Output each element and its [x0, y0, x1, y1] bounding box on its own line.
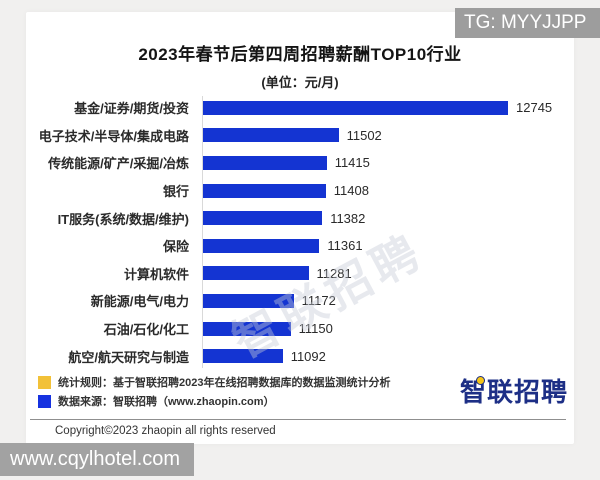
bar — [202, 211, 323, 226]
bar — [202, 321, 291, 336]
bar-category-label: 计算机软件 — [123, 266, 189, 282]
bar-value-label: 11281 — [316, 265, 352, 281]
chart-row: 石油/石化/化工 11150 — [30, 315, 560, 343]
chart-unit-subtitle: (单位：元/月) — [261, 75, 339, 90]
copyright-text: Copyright©2023 zhaopin all rights reserv… — [55, 425, 276, 437]
yellow-square-icon — [38, 375, 51, 389]
chart-row: 计算机软件 11281 — [30, 260, 560, 288]
chart-row: 航空/航天研究与制造 11092 — [30, 342, 560, 370]
chart-row: 基金/证券/期货/投资 12745 — [30, 94, 560, 122]
bar-category-label: 基金/证券/期货/投资 — [74, 101, 189, 117]
bar — [202, 128, 339, 143]
bar-value-label: 11172 — [301, 293, 336, 309]
bar-category-label: 银行 — [162, 184, 189, 200]
bar — [202, 183, 326, 198]
chart-row: 银行 11408 — [30, 177, 560, 205]
footnote-data-source: 数据来源：智联招聘（www.zhaopin.com） — [38, 394, 390, 408]
chart-row: IT服务(系统/数据/维护) 11382 — [30, 204, 560, 232]
bar — [202, 100, 508, 115]
bar-value-label: 11415 — [334, 155, 370, 171]
bar — [202, 155, 327, 170]
logo-yellow-dot-icon — [476, 376, 485, 385]
bar-category-label: IT服务(系统/数据/维护) — [57, 211, 189, 227]
page-title: 2023年春节后第四周招聘薪酬TOP10行业 — [138, 45, 462, 64]
bar-value-label: 11150 — [298, 321, 333, 337]
bar-value-label: 12745 — [516, 100, 553, 116]
bar — [202, 266, 309, 281]
bar-category-label: 石油/石化/化工 — [103, 322, 189, 338]
chart-card — [26, 12, 574, 444]
chart-row: 电子技术/半导体/集成电路 11502 — [30, 122, 560, 150]
chart-row: 传统能源/矿产/采掘/冶炼 11415 — [30, 149, 560, 177]
bar — [202, 238, 320, 253]
bar-value-label: 11361 — [327, 238, 363, 254]
chart-rows: 基金/证券/期货/投资 12745 电子技术/半导体/集成电路 11502 传统能源/矿… — [30, 94, 560, 370]
bar-value-label: 11092 — [290, 348, 326, 364]
footnote-stat-rule: 统计规则：基于智联招聘2023年在线招聘数据库的数据监测统计分析 — [38, 375, 390, 389]
zhaopin-logo: 智联招聘 — [460, 372, 568, 409]
bar-category-label: 新能源/电气/电力 — [90, 294, 189, 310]
bar-chart: 基金/证券/期货/投资 12745 电子技术/半导体/集成电路 11502 传统能源/矿… — [30, 94, 560, 370]
bar — [202, 349, 283, 364]
footnotes: 统计规则：基于智联招聘2023年在线招聘数据库的数据监测统计分析 数据来源：智联… — [38, 375, 390, 413]
bar — [202, 293, 294, 308]
bar-value-label: 11382 — [330, 210, 366, 226]
chart-row: 新能源/电气/电力 11172 — [30, 287, 560, 315]
bar-category-label: 保险 — [162, 239, 189, 255]
footnote-text: 数据来源：智联招聘（www.zhaopin.com） — [58, 396, 275, 408]
bottom-left-watermark: www.cqylhotel.com — [0, 443, 194, 476]
bar-category-label: 电子技术/半导体/集成电路 — [38, 128, 189, 144]
chart-row: 保险 11361 — [30, 232, 560, 260]
bar-category-label: 航空/航天研究与制造 — [68, 349, 189, 365]
y-axis-line — [202, 96, 203, 368]
bar-value-label: 11502 — [346, 127, 382, 143]
bar-category-label: 传统能源/矿产/采掘/冶炼 — [48, 156, 189, 172]
footer-divider — [30, 419, 566, 420]
footnote-text: 统计规则：基于智联招聘2023年在线招聘数据库的数据监测统计分析 — [58, 377, 391, 389]
blue-square-icon — [38, 394, 51, 408]
top-right-watermark: TG: MYYJJPP — [455, 8, 600, 38]
bar-value-label: 11408 — [333, 183, 369, 199]
